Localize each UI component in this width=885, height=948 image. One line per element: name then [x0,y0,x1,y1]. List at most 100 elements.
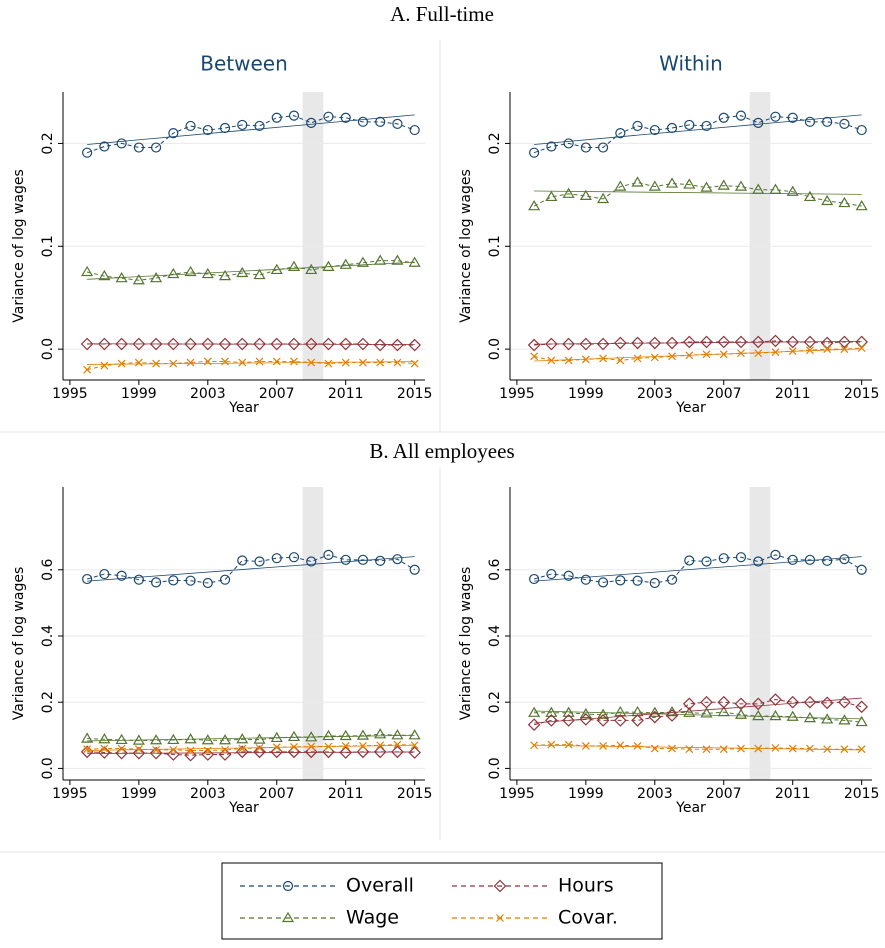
point [392,554,403,565]
trend-line [87,556,415,582]
point [613,336,627,350]
point [528,706,541,717]
point [530,741,539,750]
point [650,353,659,362]
x-axis-label: Year [675,800,706,816]
point [375,555,386,566]
point [117,744,126,753]
point [665,177,679,188]
point [202,124,213,136]
series-line [534,744,862,750]
point [581,741,590,750]
point [770,111,781,122]
point [684,119,695,131]
point [290,742,298,751]
point [838,335,851,349]
point [270,337,284,351]
y-tick-label: 0.2 [40,691,56,713]
point [563,138,574,149]
point [579,189,592,200]
point [649,577,660,589]
point [528,199,541,211]
series-line [87,343,415,346]
x-tick-label: 1995 [52,786,88,802]
point [770,549,781,560]
point [580,574,591,585]
point [668,352,676,361]
point [357,554,369,565]
point [235,745,249,759]
point [734,335,748,349]
y-tick-label: 0.6 [40,559,56,581]
point [341,741,350,750]
point [788,744,797,753]
point [115,337,128,351]
point [287,260,301,271]
point [287,730,301,742]
point [823,745,832,754]
point [98,337,111,351]
point [788,347,797,356]
point [237,555,248,566]
x-tick-label: 2007 [259,386,295,402]
point [734,708,748,719]
y-tick-label: 0.0 [487,757,503,779]
point [219,122,231,134]
point [253,745,266,759]
point [786,695,800,709]
point [700,695,713,709]
point [840,745,849,754]
point [616,356,625,365]
point [684,555,695,566]
point [116,138,127,149]
point [717,179,730,190]
point [771,743,780,752]
legend-marker [281,911,295,923]
point [150,734,163,745]
point [719,745,728,754]
x-tick-label: 2003 [190,386,226,402]
point [290,357,298,366]
point [648,180,661,191]
point [134,358,143,367]
point [579,337,593,351]
point [100,361,109,370]
point [803,711,816,723]
x-tick-label: 2011 [775,386,811,402]
point [356,337,370,351]
point [271,553,282,564]
x-tick-label: 2011 [328,386,364,402]
point [530,352,539,361]
point [322,337,335,351]
point [305,731,318,742]
point [356,745,370,759]
y-tick-label: 0.4 [487,625,503,647]
y-tick-label: 0.0 [487,338,503,360]
point [271,112,282,123]
point [649,124,660,136]
y-tick-label: 0.6 [487,559,503,581]
point [201,267,214,279]
point [855,715,868,727]
point [270,731,283,743]
point [254,120,265,132]
point [839,118,850,129]
point [134,745,143,754]
point [648,706,661,717]
point [391,338,404,352]
point [597,577,609,588]
point [665,705,679,717]
shaded-band [749,92,771,380]
point [613,714,627,727]
x-tick-label: 2003 [637,786,673,802]
point [132,734,145,745]
point [631,714,644,727]
point [616,741,625,750]
point [529,147,540,158]
point [614,180,627,191]
point [719,350,728,359]
point [564,356,573,365]
point [287,337,301,351]
point [322,745,335,759]
